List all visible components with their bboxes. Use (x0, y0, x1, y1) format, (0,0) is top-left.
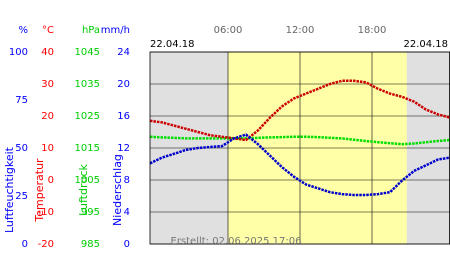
y-tick-label: 20 (117, 79, 130, 90)
date-left: 22.04.18 (150, 39, 195, 50)
axis-unit: % (18, 25, 28, 36)
y-tick-label: 40 (41, 47, 54, 58)
axis-title: Luftfeuchtigkeit (3, 146, 16, 233)
y-tick-label: 10 (41, 143, 54, 154)
y-tick-label: 985 (81, 239, 100, 250)
y-tick-label: 20 (41, 111, 54, 122)
y-tick-label: 100 (9, 47, 28, 58)
y-tick-label: 50 (15, 143, 28, 154)
x-tick-label: 18:00 (358, 25, 387, 36)
y-tick-label: 12 (117, 143, 130, 154)
y-tick-label: -20 (38, 239, 54, 250)
y-tick-label: 1045 (75, 47, 100, 58)
footer: Erstellt: 02.06.2025 17:06 (171, 236, 302, 247)
series-line (149, 79, 450, 142)
x-tick-label: 12:00 (286, 25, 315, 36)
y-tick-label: 1025 (75, 111, 100, 122)
series-line (149, 135, 450, 146)
y-tick-label: 0 (22, 239, 28, 250)
series-line (149, 133, 450, 197)
y-tick-label: 8 (124, 175, 130, 186)
y-tick-label: -10 (38, 207, 54, 218)
axis-unit: mm/h (101, 25, 130, 36)
axis-unit: °C (42, 25, 54, 36)
axis-title: Luftdruck (77, 163, 90, 215)
y-tick-label: 4 (124, 207, 130, 218)
date-right: 22.04.18 (403, 39, 448, 50)
y-tick-label: 1005 (75, 175, 100, 186)
y-tick-label: 1015 (75, 143, 100, 154)
y-tick-label: 30 (41, 79, 54, 90)
y-tick-label: 24 (117, 47, 130, 58)
x-tick-label: 06:00 (214, 25, 243, 36)
y-tick-label: 25 (15, 191, 28, 202)
y-tick-label: 0 (124, 239, 130, 250)
y-tick-label: 0 (48, 175, 54, 186)
axis-title: Temperatur (33, 158, 46, 223)
y-tick-label: 75 (15, 95, 28, 106)
axis-unit: hPa (82, 25, 100, 36)
axis-title: Niederschlag (111, 154, 124, 226)
y-tick-label: 1035 (75, 79, 100, 90)
y-tick-label: 16 (117, 111, 130, 122)
y-tick-label: 995 (81, 207, 100, 218)
